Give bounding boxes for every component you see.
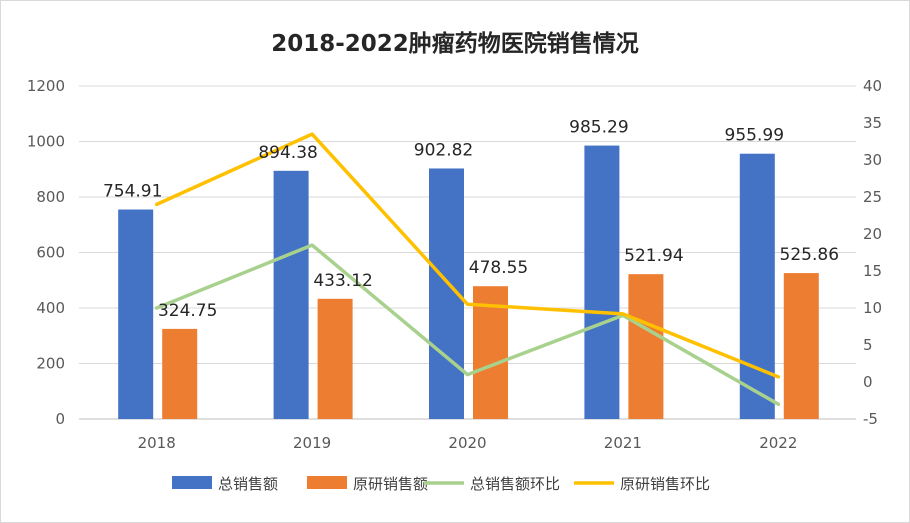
bar-original-sales (162, 329, 197, 419)
bar-data-label: 955.99 (725, 126, 784, 146)
line-original-sales-mom (157, 134, 779, 377)
y-left-tick-label: 400 (36, 299, 65, 317)
y-left-tick-label: 1000 (27, 133, 65, 151)
bar-original-sales (784, 273, 819, 419)
line-total-sales-mom (157, 245, 779, 404)
y-left-tick-label: 200 (36, 355, 65, 373)
chart-title: 2018-2022肿瘤药物医院销售情况 (271, 30, 639, 57)
y-left-tick-label: 0 (55, 410, 65, 428)
bar-data-label: 324.75 (158, 301, 217, 321)
y-left-tick-label: 800 (36, 188, 65, 206)
y-right-tick-label: 35 (863, 114, 882, 132)
bar-data-label: 754.91 (103, 182, 162, 202)
x-tick-label: 2020 (448, 434, 486, 452)
chart-frame: 2018-2022肿瘤药物医院销售情况 754.91 894.38 902.82 98… (0, 0, 910, 523)
chart-svg: 2018-2022肿瘤药物医院销售情况 754.91 894.38 902.82 98… (1, 1, 909, 522)
x-tick-label: 2018 (138, 434, 176, 452)
bar-total-sales (118, 210, 153, 419)
legend-label: 总销售额 (218, 475, 278, 493)
labels-layer: 754.91 894.38 902.82 985.29 955.99 324.75 433.… (103, 118, 839, 321)
y-right-tick-label: 5 (863, 336, 873, 354)
x-tick-label: 2019 (293, 434, 331, 452)
bar-total-sales (274, 171, 309, 419)
bar-data-label: 521.94 (624, 246, 683, 266)
bar-data-label: 478.55 (469, 258, 528, 278)
x-tick-label: 2021 (604, 434, 642, 452)
y-right-tick-label: 30 (863, 151, 882, 169)
y-right-tick-label: 20 (863, 225, 882, 243)
y-left-tick-label: 1200 (27, 77, 65, 95)
y-right-tick-label: 0 (863, 373, 873, 391)
y-right-tick-label: -5 (863, 410, 878, 428)
y-right-tick-label: 25 (863, 188, 882, 206)
legend-swatch (172, 476, 212, 489)
x-tick-label: 2022 (759, 434, 797, 452)
bar-data-label: 894.38 (258, 143, 317, 163)
legend-label: 原研销售环比 (620, 475, 710, 493)
bar-data-label: 525.86 (780, 245, 839, 265)
bar-original-sales (318, 299, 353, 419)
legend-label: 总销售额环比 (470, 475, 560, 493)
bar-data-label: 902.82 (414, 140, 473, 160)
bar-original-sales (628, 274, 663, 419)
y-left-tick-label: 600 (36, 244, 65, 262)
y-right-tick-label: 15 (863, 262, 882, 280)
bar-data-label: 433.12 (313, 271, 372, 291)
y-right-tick-label: 10 (863, 299, 882, 317)
chart-legend: 总销售额 原研销售额 总销售额环比 原研销售环比 (172, 475, 710, 493)
y-right-tick-label: 40 (863, 77, 882, 95)
bar-total-sales (740, 154, 775, 419)
bar-total-sales (584, 146, 619, 419)
legend-swatch (307, 476, 347, 489)
legend-label: 原研销售额 (353, 475, 428, 493)
bar-data-label: 985.29 (569, 118, 628, 138)
